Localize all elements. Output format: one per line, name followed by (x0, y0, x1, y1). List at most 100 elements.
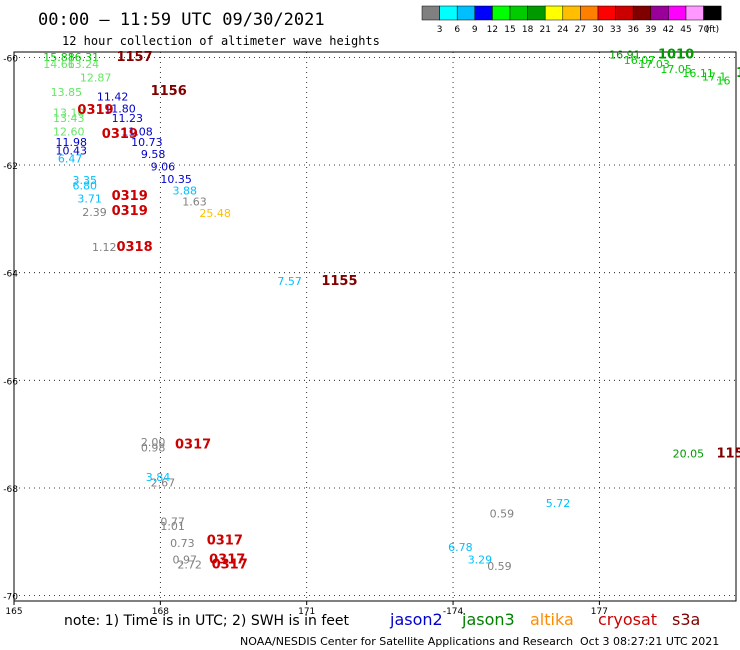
pass-time-label: 1154 (716, 446, 740, 461)
color-scale-label: 12 (487, 25, 498, 35)
wave-height-label: 11.23 (112, 112, 144, 125)
wave-height-label: 17.03 (638, 58, 670, 71)
color-scale-label: 27 (575, 25, 586, 35)
wave-height-label: 0.59 (490, 508, 515, 521)
color-swatch (421, 5, 440, 21)
wave-height-label: 3.71 (77, 193, 102, 206)
color-scale-label: 70 (698, 25, 710, 35)
color-scale-label: 3 (437, 25, 443, 35)
wave-height-label: 12.60 (53, 125, 84, 138)
wave-height-label: 9.06 (151, 160, 176, 173)
legend-item-jason2: jason2 (389, 610, 443, 629)
wave-height-label: 11.08 (121, 125, 153, 138)
pass-time-label: 0319 (112, 189, 148, 204)
color-swatch (615, 5, 634, 21)
wave-height-label: 12.87 (80, 72, 112, 85)
wave-height-label: 17.1 (702, 71, 727, 84)
wave-height-label: 16.91 (609, 48, 641, 61)
wave-height-label: 2.67 (151, 476, 176, 489)
color-swatch (492, 5, 511, 21)
color-scale-label: 9 (472, 25, 478, 35)
pass-time-label: 0317 (207, 533, 243, 548)
footer-note: note: 1) Time is in UTC; 2) SWH is in fe… (64, 613, 350, 629)
wave-height-label: 3.88 (173, 185, 198, 198)
wave-height-label: 1.63 (182, 195, 207, 208)
wave-height-label: 6.80 (73, 179, 98, 192)
pass-time-label: 1157 (116, 50, 152, 65)
color-scale-label: 39 (645, 25, 657, 35)
pass-time-label: 1 (736, 66, 740, 81)
legend-item-jason3: jason3 (461, 610, 515, 629)
pass-time-label: 0319 (77, 103, 113, 118)
y-tick-label: -68 (3, 485, 18, 495)
wave-height-label: 3.84 (146, 471, 171, 484)
wave-height-label: 5.72 (546, 497, 571, 510)
color-swatch (580, 5, 599, 21)
color-swatch (703, 5, 722, 21)
y-tick-label: -66 (3, 377, 18, 387)
wave-height-label: 11.98 (55, 136, 87, 149)
wave-height-label: 11.42 (97, 90, 129, 103)
color-swatch (562, 5, 581, 21)
color-scale-label: 33 (610, 25, 621, 35)
color-swatch (668, 5, 687, 21)
satellite-legend: jason2 jason3 altika cryosat s3a (389, 610, 700, 629)
wave-height-label: 16 (716, 74, 730, 87)
x-tick-label: -174 (443, 607, 464, 617)
wave-height-label: 13.24 (68, 58, 100, 71)
footer-timestamp: Oct 3 08:27:21 UTC 2021 (580, 635, 719, 648)
wave-height-label: 20.05 (673, 447, 705, 460)
color-scale-label: 18 (522, 25, 534, 35)
wave-height-label: 17.05 (660, 63, 692, 76)
wave-height-label: 13.10 (53, 107, 84, 120)
plot-frame (13, 51, 737, 602)
wave-height-label: 6.78 (448, 541, 473, 554)
color-scale-label: 30 (592, 25, 604, 35)
color-scale-label: 6 (454, 25, 460, 35)
wave-height-label: 9.58 (141, 148, 166, 161)
wave-height-label: 14.66 (43, 58, 75, 71)
chart-title: 00:00 — 11:59 UTC 09/30/2021 (38, 10, 325, 30)
wave-height-label: 11.80 (104, 102, 136, 115)
chart-subtitle: 12 hour collection of altimeter wave hei… (62, 34, 380, 48)
wave-height-label: 0.98 (141, 441, 166, 454)
color-swatch (527, 5, 546, 21)
wave-height-label: 3.35 (73, 174, 98, 187)
pass-time-label: 1155 (321, 274, 357, 289)
y-tick-label: -62 (3, 162, 18, 172)
color-scale-label: 21 (539, 25, 550, 35)
wave-height-label: 13.43 (53, 112, 84, 125)
legend-item-s3a: s3a (672, 610, 700, 629)
color-scale-label: 15 (504, 25, 515, 35)
pass-time-label: 0319 (102, 127, 138, 142)
legend-item-cryosat: cryosat (598, 610, 657, 629)
pass-time-label: 1156 (151, 84, 187, 99)
wave-height-label: 2.00 (141, 436, 166, 449)
wave-height-label: 10.73 (131, 136, 163, 149)
color-scale-unit: (ft) (706, 25, 720, 35)
wave-height-label: 0.97 (173, 553, 198, 566)
pass-time-label: 0317 (212, 558, 248, 573)
color-swatch (474, 5, 493, 21)
color-scale-label: 24 (557, 25, 569, 35)
wave-height-label: 13.85 (51, 86, 83, 99)
pass-time-label: 0317 (209, 552, 245, 567)
y-tick-label: -70 (3, 593, 18, 603)
wave-height-label: 10.35 (160, 173, 192, 186)
wave-height-label: 2.39 (82, 206, 107, 219)
color-swatch (509, 5, 528, 21)
wave-height-label: 7.57 (277, 275, 302, 288)
pass-time-label: 0318 (116, 240, 152, 255)
wave-height-label: 25.48 (199, 207, 231, 220)
wave-height-label: 1.01 (160, 520, 185, 533)
y-tick-label: -64 (3, 270, 18, 280)
wave-height-label: 0.73 (170, 537, 195, 550)
color-scale-bar: 3 6 9 12 15 18 21 24 27 30 33 36 39 42 45 70(ft) (421, 5, 722, 35)
wave-height-label: 16.07 (624, 54, 656, 67)
color-scale-label: 42 (663, 25, 674, 35)
wave-height-label: 1.12 (92, 241, 117, 254)
color-swatch (685, 5, 704, 21)
color-swatch (632, 5, 652, 21)
x-tick-label: 168 (152, 607, 169, 617)
